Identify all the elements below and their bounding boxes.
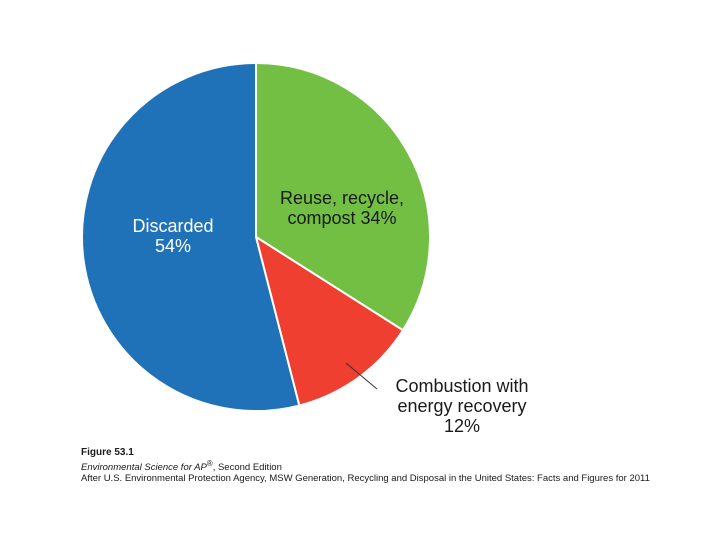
figure-book-title: Environmental Science for AP®, Second Ed… (81, 458, 701, 473)
slice-label-reuse-recycle-compost: Reuse, recycle, compost 34% (280, 188, 404, 228)
leader-line-combustion (345, 362, 378, 390)
pie-slice-combustion-with-energy-recovery (254, 234, 405, 407)
book-title-edition: , Second Edition (212, 462, 282, 474)
book-title-registered-mark: ® (206, 459, 213, 468)
pie-slices (80, 61, 431, 412)
slice-label-line: Discarded (132, 216, 213, 236)
slice-label-line: 54% (155, 236, 191, 256)
slice-label-line: Combustion with (395, 376, 528, 396)
slice-label-combustion-with-energy-recovery: Combustion with energy recovery 12% (395, 376, 528, 436)
slice-label-line: energy recovery (397, 396, 526, 416)
figure-number: Figure 53.1 (81, 447, 134, 458)
book-title-italic: Environmental Science for AP (81, 462, 207, 474)
slice-label-line: Reuse, recycle, (280, 188, 404, 208)
slice-label-line: 12% (444, 416, 480, 436)
figure-caption: Figure 53.1 Environmental Science for AP… (81, 447, 701, 484)
slice-labels: Reuse, recycle, compost 34% Combustion wit… (132, 188, 528, 436)
slice-label-discarded: Discarded 54% (132, 216, 213, 256)
pie-slice-discarded (80, 61, 301, 412)
slice-label-line: compost 34% (287, 208, 396, 228)
figure-source: After U.S. Environmental Protection Agen… (81, 473, 650, 485)
